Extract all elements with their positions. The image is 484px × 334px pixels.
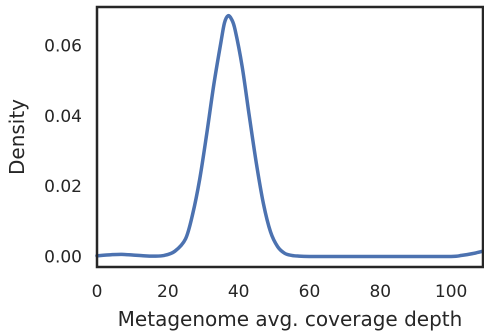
y-tick-label: 0.06 xyxy=(44,37,82,57)
plot-background xyxy=(97,7,483,267)
y-tick-label: 0.04 xyxy=(44,107,82,127)
x-tick-label: 60 xyxy=(299,282,321,302)
y-axis-ticks: 0.00 0.02 0.04 0.06 xyxy=(44,37,82,268)
y-tick-label: 0.00 xyxy=(44,247,82,267)
x-axis-label: Metagenome avg. coverage depth xyxy=(118,307,463,331)
x-tick-label: 40 xyxy=(228,282,250,302)
x-axis-ticks: 0 20 40 60 80 100 xyxy=(92,282,468,302)
y-tick-label: 0.02 xyxy=(44,177,82,197)
y-axis-label: Density xyxy=(5,99,29,175)
plot-frame xyxy=(95,5,484,269)
density-curve xyxy=(95,13,484,259)
x-tick-label: 0 xyxy=(92,282,103,302)
x-tick-label: 80 xyxy=(369,282,391,302)
x-tick-label: 100 xyxy=(435,282,467,302)
x-tick-label: 20 xyxy=(157,282,179,302)
